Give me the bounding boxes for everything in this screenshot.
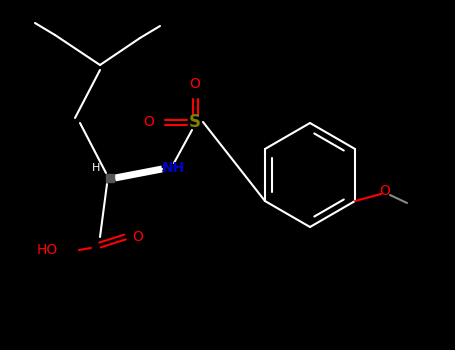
- Text: HO: HO: [37, 243, 58, 257]
- Text: O: O: [144, 115, 154, 129]
- Text: O: O: [190, 77, 201, 91]
- Text: S: S: [189, 113, 201, 131]
- Bar: [106, 174, 114, 182]
- Text: H: H: [92, 163, 100, 173]
- Text: O: O: [379, 184, 390, 198]
- Text: O: O: [132, 230, 143, 244]
- Text: NH: NH: [162, 161, 185, 175]
